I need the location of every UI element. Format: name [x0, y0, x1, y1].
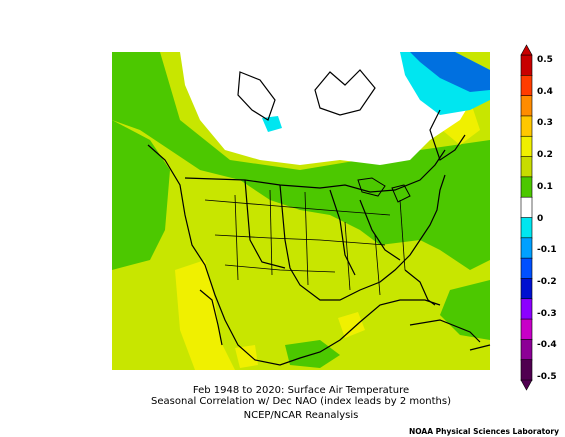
caption-line-2: Seasonal Correlation w/ Dec NAO (index l…	[151, 396, 451, 407]
colorbar-tick-label: 0.2	[537, 150, 553, 161]
colorbar-tick-label: -0.2	[537, 276, 557, 287]
caption-line-3: NCEP/NCAR Reanalysis	[243, 410, 359, 421]
positive-low-band	[112, 52, 490, 270]
negative-mid-labrador	[410, 52, 490, 92]
country-outlines	[147, 69, 491, 366]
state-borders	[204, 189, 406, 296]
near-zero-canada	[180, 52, 475, 165]
positive-high-mexico	[235, 345, 258, 368]
colorbar-tick-label: -0.3	[537, 308, 557, 319]
positive-low-west	[112, 120, 170, 270]
colorbar-tick-label: 0.1	[537, 181, 553, 192]
colorbar-tick-label: -0.5	[537, 372, 557, 382]
colorbar-tick-label: 0	[537, 213, 544, 224]
great-lakes	[357, 177, 411, 203]
colorbar-tick-label: 0.4	[537, 86, 553, 97]
colorbar-tick-label: -0.4	[537, 340, 557, 351]
credit-label: NOAA Physical Sciences Laboratory	[408, 427, 559, 436]
caption-line-1: Feb 1948 to 2020: Surface Air Temperatur…	[192, 385, 410, 396]
colorbar-tick-label: 0.5	[537, 55, 553, 65]
colorbar-tick-label: 0.3	[537, 118, 553, 129]
positive-high-southeast	[338, 312, 365, 338]
positive-high-southwest	[175, 260, 235, 370]
colorbar-tick-label: -0.1	[537, 245, 557, 256]
